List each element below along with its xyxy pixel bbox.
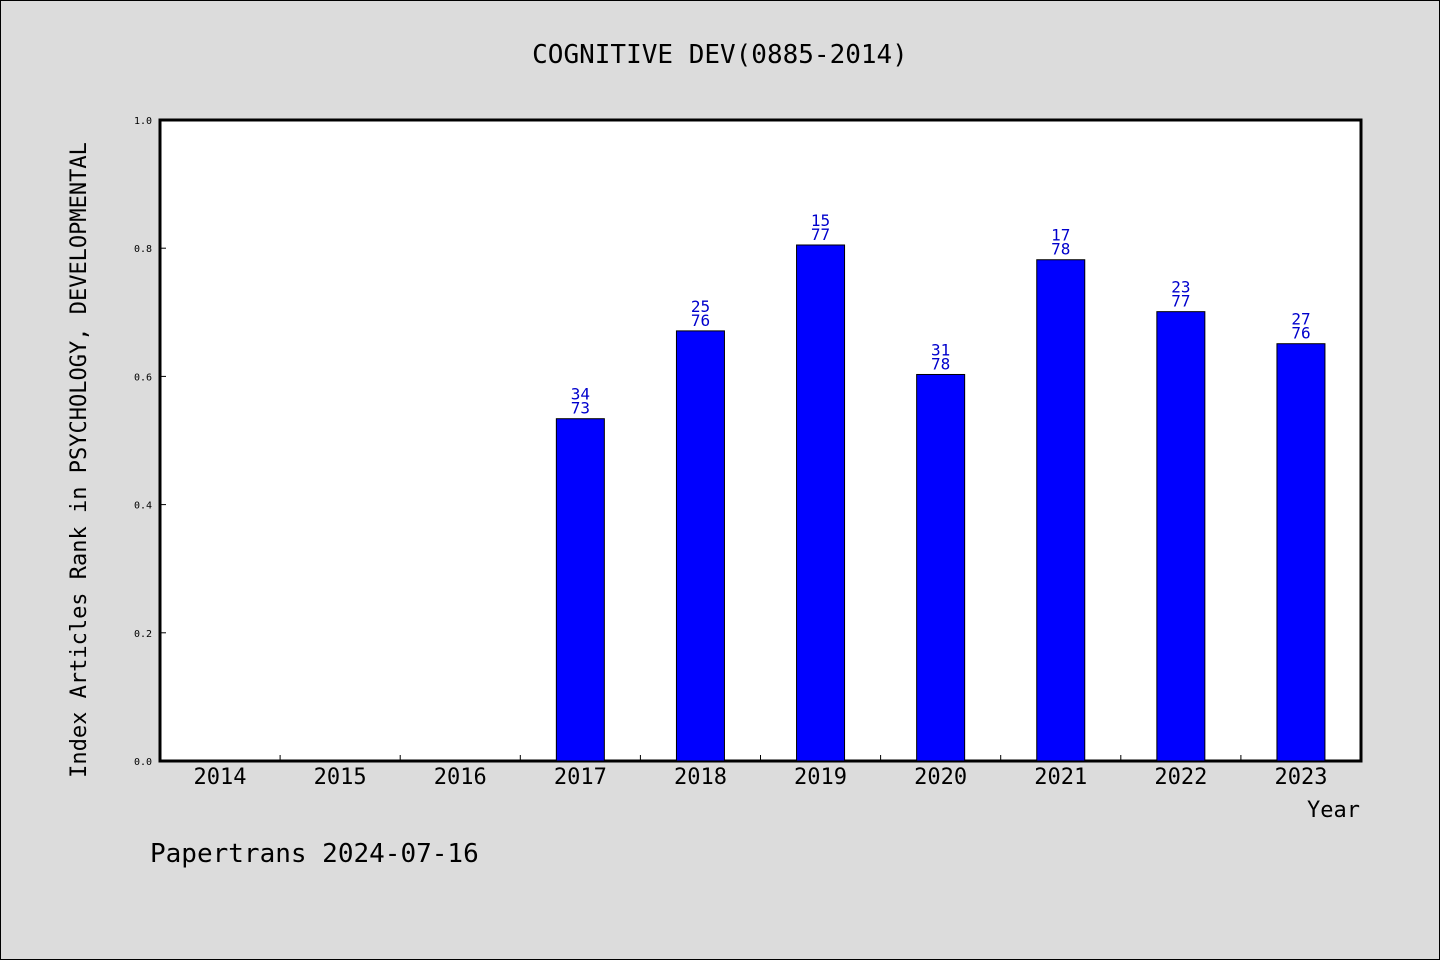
rank-label: 34 [571,385,590,404]
rank-label: 31 [931,340,950,359]
y-axis-label: Index Articles Rank in PSYCHOLOGY, DEVEL… [67,142,92,778]
y-axis: 0.0 0.2 0.4 0.6 0.8 1.0 [134,116,166,768]
footer-credit: Papertrans 2024-07-16 [150,839,479,869]
total-label: 77 [1171,292,1190,311]
x-tick-label: 2023 [1274,765,1327,790]
bar-2023 [1276,343,1326,762]
y-tick-label: 0.2 [134,629,152,640]
x-tick-label: 2016 [434,765,487,790]
x-tick-label: 2017 [554,765,607,790]
y-tick-label: 0.8 [134,244,152,255]
bar-2022 [1156,311,1206,762]
x-tick-label: 2021 [1034,765,1087,790]
x-tick-label: 2020 [914,765,967,790]
rank-label: 27 [1291,310,1310,329]
x-tick-label: 2019 [794,765,847,790]
rank-label: 23 [1171,278,1190,297]
y-tick-label: 0.6 [134,372,152,383]
x-axis: 2014 2015 2016 2017 2018 2019 2020 2021 2022 2023 [194,755,1327,790]
total-label: 73 [571,399,590,418]
bar-2017 [555,418,605,762]
total-label: 78 [1051,240,1070,259]
bar-2020 [916,373,966,762]
y-tick-label: 0.4 [134,501,152,512]
x-tick-label: 2014 [194,765,247,790]
bar-2018 [675,330,725,762]
rank-label: 15 [811,211,830,230]
total-label: 76 [691,311,710,330]
y-tick-label: 1.0 [134,116,152,127]
rank-label: 25 [691,297,710,316]
y-tick-label: 0.0 [134,757,152,768]
bar-2021 [1036,259,1086,762]
total-label: 76 [1291,324,1310,343]
x-tick-label: 2018 [674,765,727,790]
x-tick-label: 2022 [1154,765,1207,790]
total-label: 78 [931,354,950,373]
x-tick-label: 2015 [314,765,367,790]
bars [555,244,1326,762]
chart-title: COGNITIVE DEV(0885-2014) [532,40,908,70]
bar-2019 [796,244,846,762]
x-axis-label: Year [1307,798,1360,823]
rank-label: 17 [1051,226,1070,245]
total-label: 77 [811,225,830,244]
